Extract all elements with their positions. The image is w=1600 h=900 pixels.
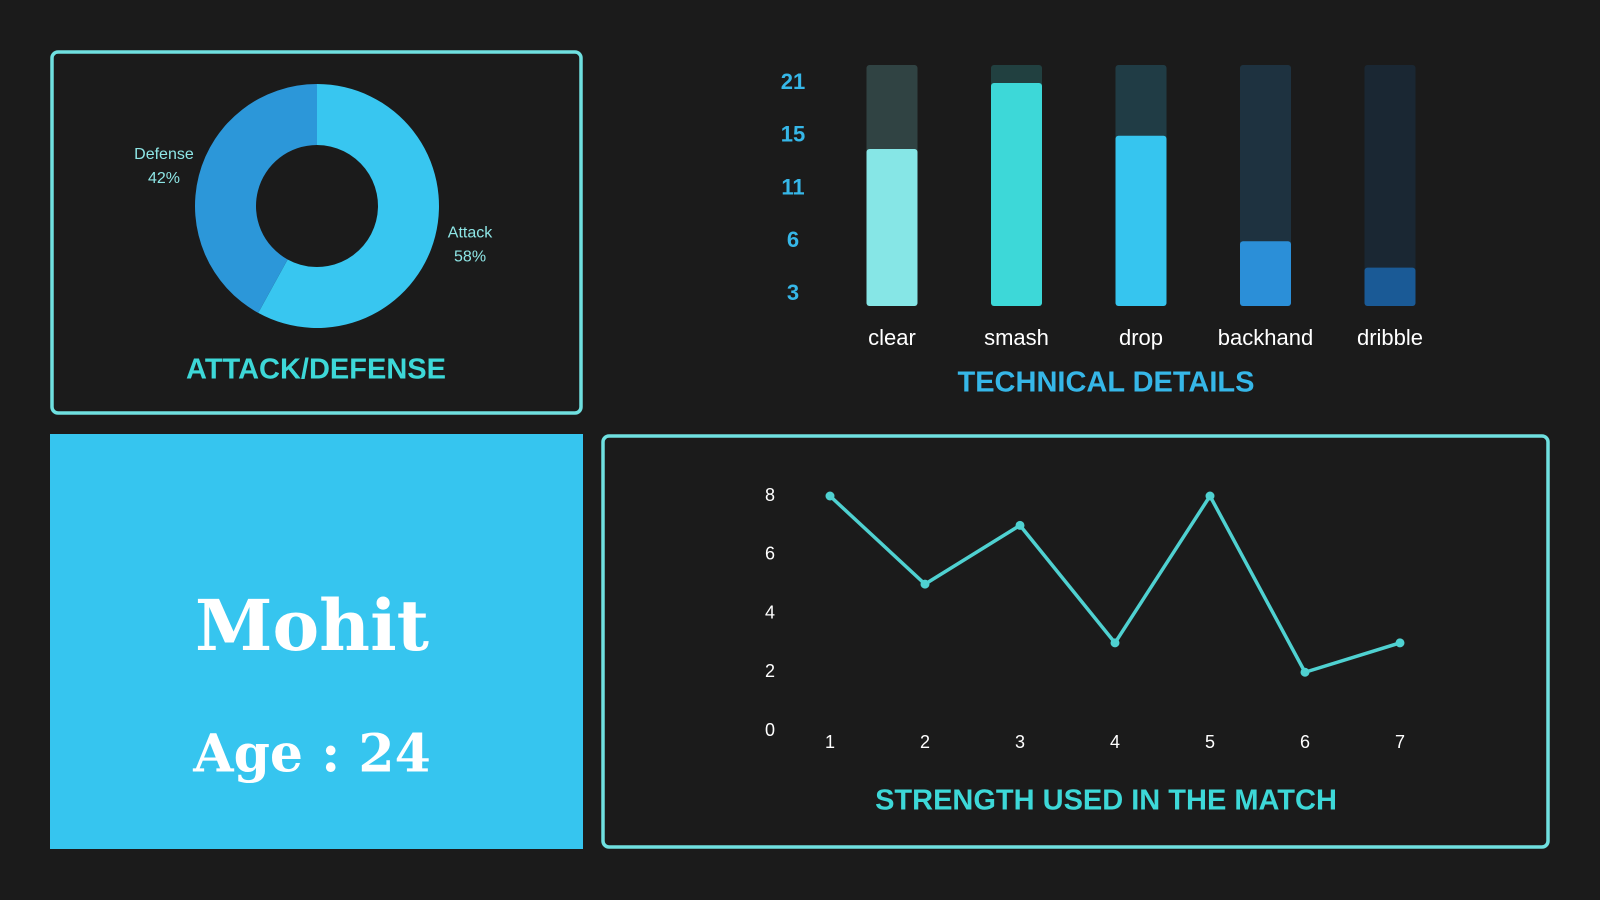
x-tick-label: 1 [825,732,835,752]
slice-value: 58% [454,249,486,266]
y-tick-label: 6 [765,544,775,564]
chart-title: ATTACK/DEFENSE [186,354,446,386]
bar [1240,241,1291,306]
bar [866,148,918,306]
y-tick-label: 8 [765,485,775,505]
panel-frame [50,50,583,415]
bar [991,83,1042,306]
x-tick-label: 6 [1300,732,1310,752]
line-point [825,491,835,501]
slice-value: 42% [148,170,180,187]
y-tick-label: 3 [787,280,799,305]
y-tick-label: 2 [765,661,775,681]
slice-label: Defense [134,146,194,163]
panel-frame [601,434,1550,849]
x-tick-label: smash [984,325,1049,350]
x-tick-label: 5 [1205,732,1215,752]
y-tick-label: 15 [781,122,805,147]
profile-name: Mohit [195,584,429,667]
line-point [1300,667,1310,677]
x-tick-label: 4 [1110,732,1120,752]
bar [1364,267,1416,306]
y-tick-label: 0 [765,720,775,740]
bar [1115,135,1167,306]
y-tick-label: 11 [781,174,804,199]
line-point [1110,638,1120,648]
donut-slice [258,84,439,328]
y-tick-label: 6 [787,227,799,252]
line-point [1395,638,1405,648]
y-tick-label: 21 [781,69,805,94]
line-point [1205,491,1215,501]
x-tick-label: drop [1119,325,1163,350]
x-tick-label: 7 [1395,732,1405,752]
y-tick-label: 4 [765,602,775,622]
line-point [920,579,930,589]
x-tick-label: clear [868,325,916,350]
x-tick-label: dribble [1357,325,1423,350]
chart-title: TECHNICAL DETAILS [958,367,1255,399]
bar-track [1364,65,1416,306]
profile-age: Age : 24 [192,724,431,785]
profile-card [50,434,583,849]
donut-slice [194,84,317,313]
x-tick-label: 2 [920,732,930,752]
chart-title: STRENGTH USED IN THE MATCH [875,785,1337,817]
x-tick-label: backhand [1218,325,1313,350]
x-tick-label: 3 [1015,732,1025,752]
line-point [1015,520,1025,530]
slice-label: Attack [448,225,493,242]
